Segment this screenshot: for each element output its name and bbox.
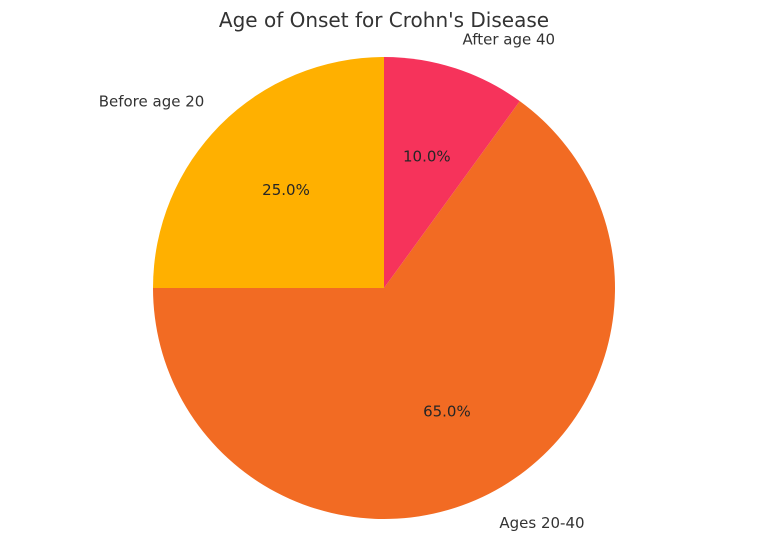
pie-slice-ages-20-40 <box>153 101 615 520</box>
pie-pct-ages-20-40: 65.0% <box>423 403 471 421</box>
pie-label-before-age-20: Before age 20 <box>99 93 205 111</box>
pie-slice-before-age-20 <box>153 57 384 288</box>
pie-pct-after-age-40: 10.0% <box>403 147 451 165</box>
pie-pct-before-age-20: 25.0% <box>262 181 310 199</box>
pie-label-after-age-40: After age 40 <box>463 31 556 49</box>
chart-title: Age of Onset for Crohn's Disease <box>219 8 549 32</box>
pie-label-ages-20-40: Ages 20-40 <box>499 514 584 532</box>
pie-slices: 25.0% Before age 20 65.0% Ages 20-40 10.0% Af… <box>99 31 615 532</box>
pie-slice-after-age-40 <box>384 57 520 288</box>
